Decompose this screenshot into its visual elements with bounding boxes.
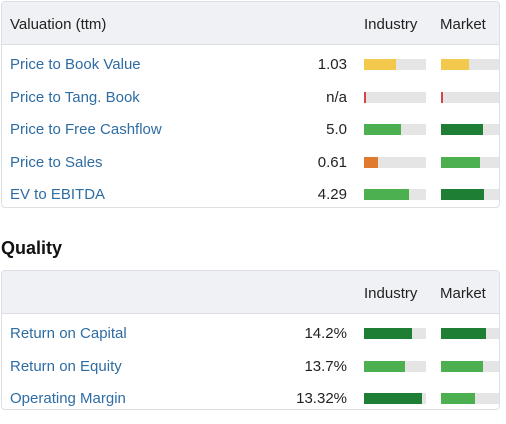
market-comparison-bar <box>441 156 499 168</box>
metric-value: 13.32% <box>296 390 347 407</box>
metric-row: EV to EBITDA 4.29 <box>2 182 499 206</box>
industry-comparison-bar <box>364 59 426 70</box>
metric-link[interactable]: Price to Free Cashflow <box>10 121 162 138</box>
metric-link[interactable]: EV to EBITDA <box>10 186 106 203</box>
market-comparison-bar <box>441 189 499 200</box>
industry-bar-fill <box>364 393 422 404</box>
industry-comparison-bar <box>364 156 426 168</box>
quality-header: Industry Market <box>2 271 499 314</box>
industry-bar-fill <box>364 156 378 168</box>
market-bar-fill <box>441 360 483 372</box>
industry-bar-fill <box>364 328 412 339</box>
industry-comparison-bar <box>364 91 426 103</box>
market-bar-fill <box>441 59 469 70</box>
metric-row: Price to Free Cashflow 5.0 <box>2 117 499 141</box>
metric-row: Return on Equity 13.7% <box>2 354 499 378</box>
industry-bar-fill <box>364 360 405 372</box>
market-comparison-bar <box>441 59 499 70</box>
quality-section-title: Quality <box>1 238 63 258</box>
metric-row: Price to Sales 0.61 <box>2 150 499 174</box>
metric-link[interactable]: Return on Equity <box>10 357 122 375</box>
metric-link[interactable]: Operating Margin <box>10 390 126 407</box>
market-bar-fill <box>441 156 480 168</box>
market-column-header: Market <box>440 285 486 302</box>
quality-card: Industry Market Return on Capital 14.2% Re… <box>1 270 500 410</box>
metric-row: Price to Tang. Book n/a <box>2 85 499 109</box>
market-comparison-bar <box>441 91 499 103</box>
metric-link[interactable]: Price to Book Value <box>10 56 141 73</box>
industry-comparison-bar <box>364 393 426 404</box>
market-comparison-bar <box>441 124 499 135</box>
industry-bar-fill <box>364 59 396 70</box>
metric-link[interactable]: Price to Tang. Book <box>10 88 140 106</box>
valuation-card: Valuation (ttm) Industry Market Price to… <box>1 1 500 208</box>
metric-value: 0.61 <box>317 153 347 171</box>
metric-value: 14.2% <box>304 325 347 342</box>
metric-row: Operating Margin 13.32% <box>2 386 499 409</box>
industry-comparison-bar <box>364 328 426 339</box>
market-bar-fill <box>441 328 486 339</box>
market-comparison-bar <box>441 393 499 404</box>
industry-comparison-bar <box>364 189 426 200</box>
market-comparison-bar <box>441 360 499 372</box>
industry-bar-fill <box>364 189 409 200</box>
metric-row: Price to Book Value 1.03 <box>2 52 499 76</box>
metric-value: 4.29 <box>317 186 347 203</box>
market-bar-fill <box>441 124 483 135</box>
market-comparison-bar <box>441 328 499 339</box>
valuation-header: Valuation (ttm) Industry Market <box>2 2 499 45</box>
industry-column-header: Industry <box>364 285 418 302</box>
market-column-header: Market <box>440 16 486 33</box>
industry-comparison-bar <box>364 124 426 135</box>
market-bar-fill <box>441 91 443 103</box>
industry-bar-fill <box>364 124 401 135</box>
metric-row: Return on Capital 14.2% <box>2 321 499 345</box>
industry-comparison-bar <box>364 360 426 372</box>
industry-bar-fill <box>364 91 366 103</box>
market-bar-fill <box>441 393 475 404</box>
metric-value: 1.03 <box>317 56 347 73</box>
metric-link[interactable]: Return on Capital <box>10 325 127 342</box>
market-bar-fill <box>441 189 484 200</box>
metric-value: n/a <box>326 88 347 106</box>
industry-column-header: Industry <box>364 16 418 33</box>
metric-link[interactable]: Price to Sales <box>10 153 103 171</box>
metric-value: 13.7% <box>304 357 347 375</box>
metric-value: 5.0 <box>326 121 347 138</box>
valuation-title: Valuation (ttm) <box>10 16 107 33</box>
